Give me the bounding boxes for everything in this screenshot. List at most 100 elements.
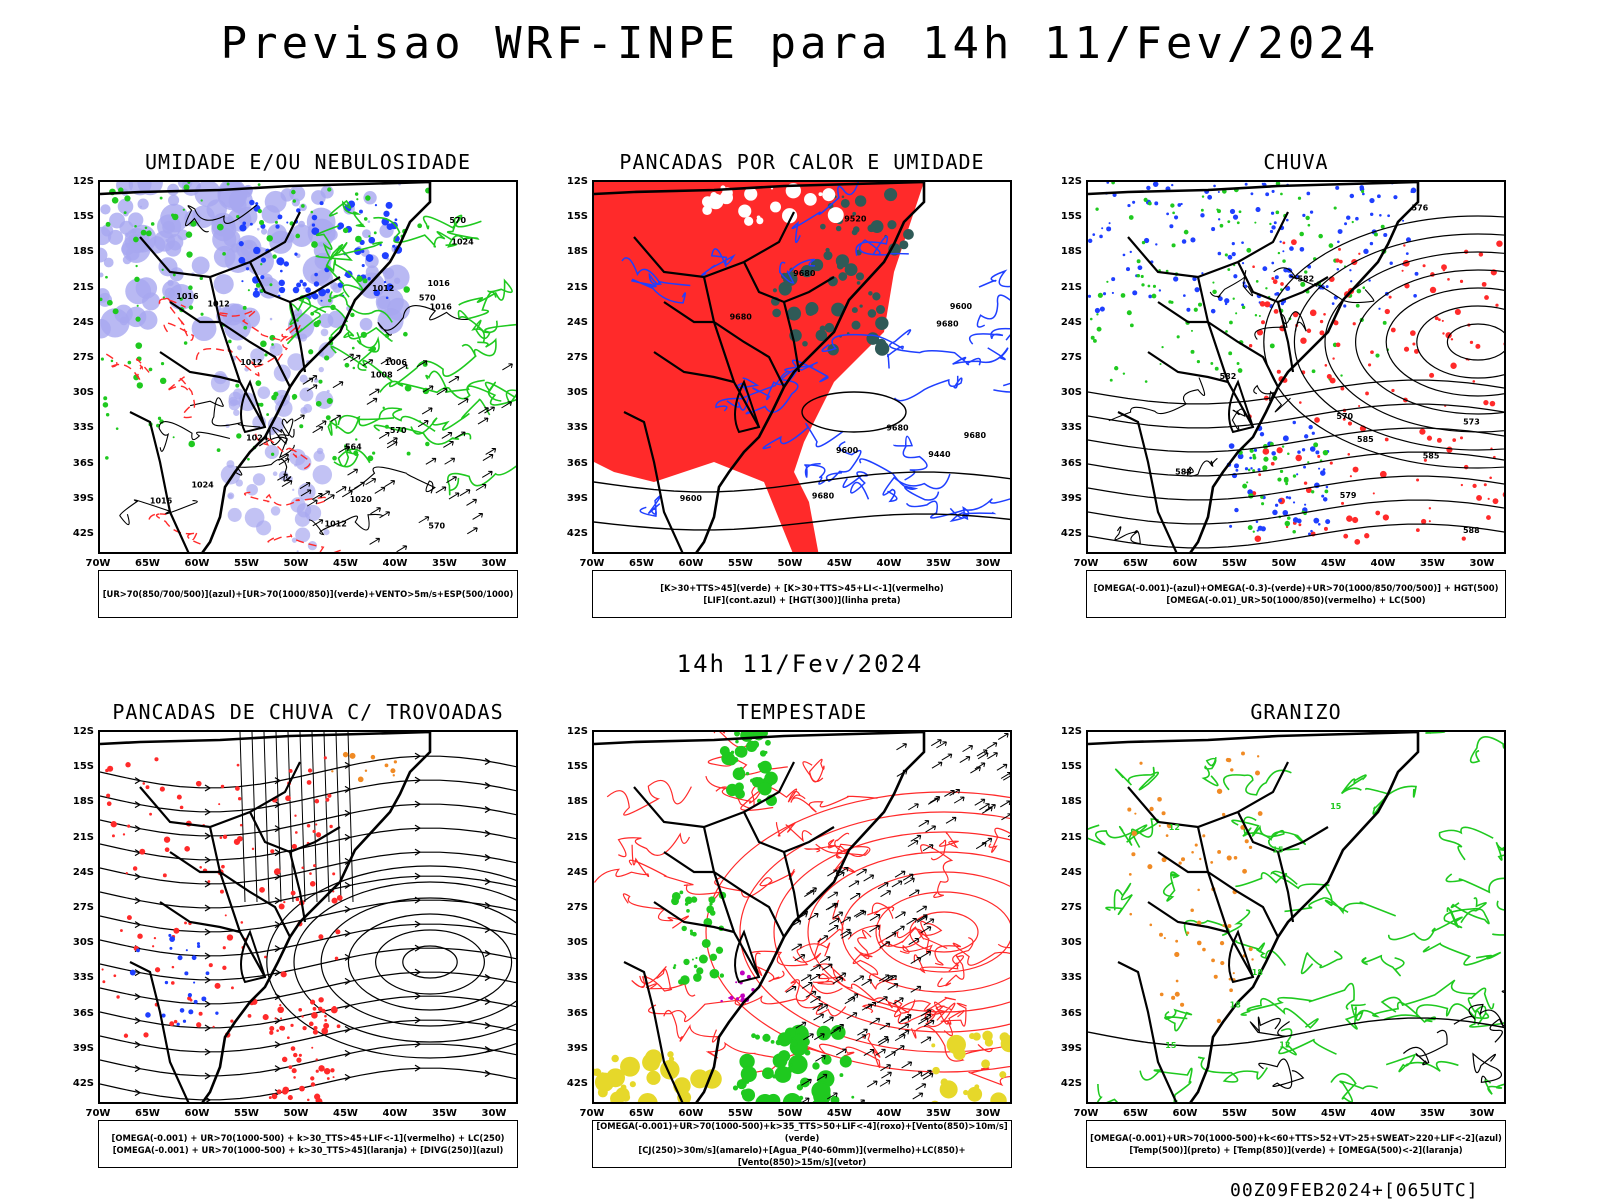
contour-label: 9440: [928, 450, 951, 459]
field-shade: [194, 1000, 198, 1004]
field-shade: [300, 280, 304, 284]
field-shade: [1212, 290, 1217, 295]
field-shade: [1332, 302, 1335, 305]
field-shade: [359, 210, 363, 214]
field-shade: [124, 195, 130, 201]
wind-vector: [931, 740, 941, 746]
latitude-tick-label: 30S: [1056, 387, 1082, 398]
field-shade: [1271, 262, 1274, 265]
field-shade: [292, 1068, 297, 1073]
latitude-tick-label: 15S: [562, 761, 588, 772]
legend-box: [K>30+TTS>45](verde) + [K>30+TTS>45+LI<-…: [592, 570, 1012, 618]
field-shade: [134, 277, 139, 282]
field-shade: [708, 896, 715, 903]
contour-line: [1106, 884, 1132, 915]
field-shade: [775, 1066, 792, 1083]
wind-vector: [892, 881, 902, 887]
field-shade: [1227, 924, 1231, 928]
field-shade: [1282, 510, 1288, 516]
longitude-tick-label: 35W: [1418, 558, 1448, 569]
field-shade: [851, 1096, 854, 1099]
field-shade: [1280, 193, 1283, 196]
field-shade: [271, 453, 274, 456]
field-shade: [293, 287, 299, 293]
field-shade: [1253, 531, 1255, 533]
field-shade: [1332, 357, 1334, 359]
field-shade: [1106, 281, 1108, 283]
wind-vector: [804, 891, 814, 897]
field-shade: [1415, 272, 1419, 276]
field-shade: [196, 1022, 201, 1027]
field-shade: [1423, 264, 1426, 267]
field-shade: [331, 1006, 338, 1013]
field-shade: [199, 1012, 203, 1016]
field-shade: [1211, 309, 1216, 314]
field-shade: [1170, 203, 1174, 207]
coastline: [1088, 732, 1418, 1104]
wind-vector: [792, 944, 802, 950]
field-shade: [706, 906, 714, 914]
field-shade: [138, 310, 157, 329]
wind-vector: [987, 753, 997, 759]
field-shade: [318, 1065, 324, 1071]
field-shade: [708, 194, 724, 210]
contour-label: 588: [1175, 468, 1192, 477]
field-shade: [1295, 455, 1302, 462]
longitude-tick-label: 45W: [825, 558, 855, 569]
latitude-tick-label: 36S: [562, 458, 588, 469]
country-border: [1148, 902, 1228, 932]
field-shade: [310, 881, 316, 887]
streamline: [336, 732, 341, 902]
latitude-tick-label: 39S: [68, 493, 94, 504]
field-shade: [260, 340, 267, 347]
field-shade: [111, 360, 114, 363]
field-shade: [106, 222, 111, 227]
field-shade: [1338, 229, 1343, 234]
field-shade: [1460, 436, 1463, 439]
country-border: [1158, 852, 1208, 872]
field-shade: [820, 325, 826, 331]
field-shade: [750, 779, 754, 783]
longitude-tick-label: 70W: [1071, 1108, 1101, 1119]
field-shade: [1256, 521, 1259, 524]
field-shade: [135, 342, 142, 349]
wind-vector: [806, 888, 816, 894]
wind-vector: [820, 957, 830, 963]
field-shade: [1383, 321, 1387, 325]
field-shade: [102, 968, 104, 970]
field-shade: [1202, 834, 1205, 837]
field-shade: [1484, 483, 1487, 486]
field-shade: [1179, 861, 1182, 864]
field-shade: [367, 277, 370, 280]
latitude-tick-label: 42S: [562, 1078, 588, 1089]
field-shade: [1430, 287, 1436, 293]
field-shade: [105, 276, 108, 279]
field-shade: [1194, 308, 1198, 312]
field-shade: [183, 184, 189, 190]
field-shade: [1106, 226, 1111, 231]
field-shade: [227, 492, 234, 499]
contour-label: 582: [1220, 372, 1237, 381]
field-shade: [392, 245, 395, 248]
field-shade: [1212, 282, 1214, 284]
field-shade: [1097, 327, 1102, 332]
field-shade: [127, 915, 132, 920]
contour-line: [894, 436, 927, 480]
field-shade: [1177, 335, 1180, 338]
field-shade: [271, 343, 274, 346]
field-shade: [239, 224, 246, 231]
field-shade: [1175, 940, 1178, 943]
field-shade: [1130, 324, 1134, 328]
field-shade: [137, 382, 143, 388]
legend-line: [Temp(500)](preto) + [Temp(850)](verde) …: [1087, 1144, 1505, 1156]
field-shade: [1402, 270, 1404, 272]
field-shade: [266, 413, 269, 416]
field-shade: [683, 959, 689, 965]
latitude-tick-label: 15S: [1056, 211, 1082, 222]
field-shade: [1237, 221, 1240, 224]
longitude-tick-label: 60W: [676, 558, 706, 569]
wind-vector: [460, 490, 470, 496]
field-shade: [1486, 515, 1491, 520]
field-shade: [328, 299, 332, 303]
field-shade: [675, 1080, 681, 1086]
